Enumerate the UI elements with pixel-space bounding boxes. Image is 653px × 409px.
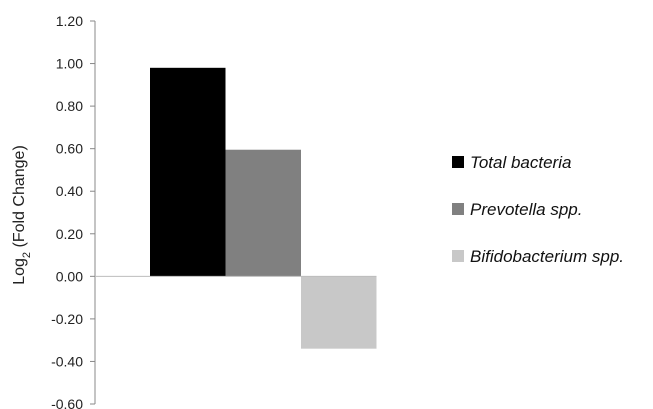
legend-label-bifidobacterium-spp: Bifidobacterium spp. — [470, 247, 624, 266]
y-ticks: 1.20 1.00 0.80 0.60 0.40 0.20 0.00 -0.20 -0.40 -0… — [51, 13, 95, 409]
y-tick-label: 1.00 — [56, 56, 83, 72]
y-tick-label: 0.80 — [56, 98, 83, 114]
y-tick-label: -0.60 — [51, 396, 83, 409]
y-tick-label: -0.20 — [51, 311, 83, 327]
bar-prevotella-spp — [225, 149, 301, 277]
legend: Total bacteria Prevotella spp. Bifidobacte… — [452, 153, 624, 266]
legend-label-total-bacteria: Total bacteria — [470, 153, 571, 172]
y-tick-label: 0.60 — [56, 141, 83, 157]
y-tick-label: 0.40 — [56, 183, 83, 199]
y-axis-title-subscript: 2 — [21, 252, 33, 258]
y-tick-label: 0.20 — [56, 226, 83, 242]
legend-swatch-bifidobacterium-spp — [452, 250, 464, 262]
y-axis-title-rest: (Fold Change) — [11, 145, 28, 252]
bar-total-bacteria — [150, 67, 226, 277]
y-tick-label: -0.40 — [51, 353, 83, 369]
y-tick-label: 0.00 — [56, 268, 83, 284]
legend-label-prevotella-spp: Prevotella spp. — [470, 200, 582, 219]
bar-bifidobacterium-spp — [301, 276, 377, 349]
y-tick-label: 1.20 — [56, 13, 83, 29]
y-axis-title-main: Log — [11, 258, 28, 285]
legend-swatch-total-bacteria — [452, 156, 464, 168]
bars — [150, 67, 377, 349]
legend-swatch-prevotella-spp — [452, 203, 464, 215]
y-axis-title: Log2 (Fold Change) — [11, 145, 33, 285]
